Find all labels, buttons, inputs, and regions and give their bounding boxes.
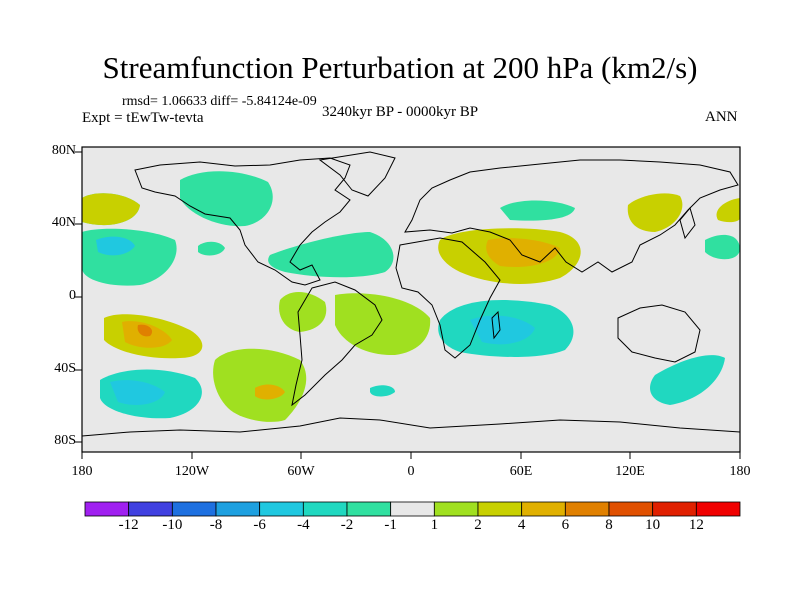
lon-label-0: 0 [407,464,415,479]
colorbar-label: -4 [297,517,310,533]
lat-label-40s: 40S [54,361,76,376]
south-america-positive-2 [213,348,307,422]
north-america-coast [134,157,351,286]
coastlines [82,151,740,437]
africa-coast [395,237,501,359]
colorbar-swatch [652,501,697,517]
anomaly-core-5 [96,236,135,256]
colorbar-swatch [302,501,348,517]
chart-title: Streamfunction Perturbation at 200 hPa (… [102,50,698,85]
colorbar-swatch [564,501,610,517]
rmsd-stats: rmsd= 1.06633 diff= -5.84124e-09 [122,94,317,109]
japan-coast [679,206,696,240]
season-label: ANN [705,109,738,125]
axis-ticks [75,151,741,459]
south-america-coast [291,281,383,407]
anomaly-fields [82,171,740,422]
madagascar-coast [491,310,501,340]
colorbar-swatch [84,501,130,517]
greenland-coast [318,151,396,197]
colorbar-label: -8 [209,517,223,533]
anomaly-core-4 [470,315,535,345]
colorbar-swatch [521,501,566,517]
colorbar-label: 4 [517,517,526,533]
colorbar-swatch [215,501,261,517]
anomaly-core-1 [137,324,153,337]
colorbar-swatch [477,501,523,517]
colorbar-swatch [128,501,173,517]
south-pacific-negative-2 [370,385,395,397]
experiment-label: Expt = tEwTw-tevta [82,110,204,126]
colorbar-swatch [346,501,392,517]
colorbar-label: -6 [253,517,266,533]
colorbar-swatch [433,501,479,517]
period-label: 3240kyr BP - 0000kyr BP [322,104,479,120]
lon-label-120w: 120W [174,464,210,479]
north-atlantic-negative-2 [705,234,740,260]
colorbar-label: -2 [340,517,354,533]
south-america-positive-1 [335,293,431,356]
colorbar-swatch [259,501,304,517]
colorbar-label: 12 [688,517,704,533]
colorbar-label: 10 [645,517,661,533]
lat-label-80n: 80N [51,143,76,158]
colorbar-swatch [608,501,654,517]
north-pacific-negative-3 [198,241,225,256]
lat-label-40n: 40N [51,215,76,230]
south-pacific-negative-1 [650,355,725,405]
anomaly-core-3 [110,380,165,405]
australia-coast [617,304,701,363]
colorbar-label: 8 [605,517,613,533]
south-america-positive-0 [279,291,327,332]
lon-label-60e: 60E [509,464,533,479]
lon-label-180e: 180 [729,464,751,479]
middle-east-positive-2 [82,193,140,226]
colorbar-label: 1 [430,517,439,533]
colorbar-swatch [695,501,741,517]
colorbar-swatch [171,501,217,517]
north-atlantic-negative-1 [500,200,575,221]
lon-label-60w: 60W [287,464,315,479]
colorbar-label: -1 [384,517,397,533]
colorbar-swatch [390,501,435,517]
lon-label-180w: 180 [71,464,93,479]
north-pacific-negative-2 [180,171,273,227]
colorbar-label: 6 [561,517,570,533]
anomaly-core-6 [255,384,285,400]
anomaly-core-2 [486,238,560,268]
antarctica-coast [82,417,740,437]
north-atlantic-negative-0 [268,232,394,278]
colorbar-label: 2 [474,517,482,533]
lat-label-80s: 80S [54,433,76,448]
middle-east-positive-1 [627,193,683,232]
middle-east-positive-3 [716,198,740,223]
colorbar-label: -10 [162,517,183,533]
lon-label-120e: 120E [615,464,645,479]
colorbar [84,501,741,517]
map-area [82,147,740,452]
lat-label-0: 0 [69,288,76,303]
colorbar-label: -12 [118,517,139,533]
